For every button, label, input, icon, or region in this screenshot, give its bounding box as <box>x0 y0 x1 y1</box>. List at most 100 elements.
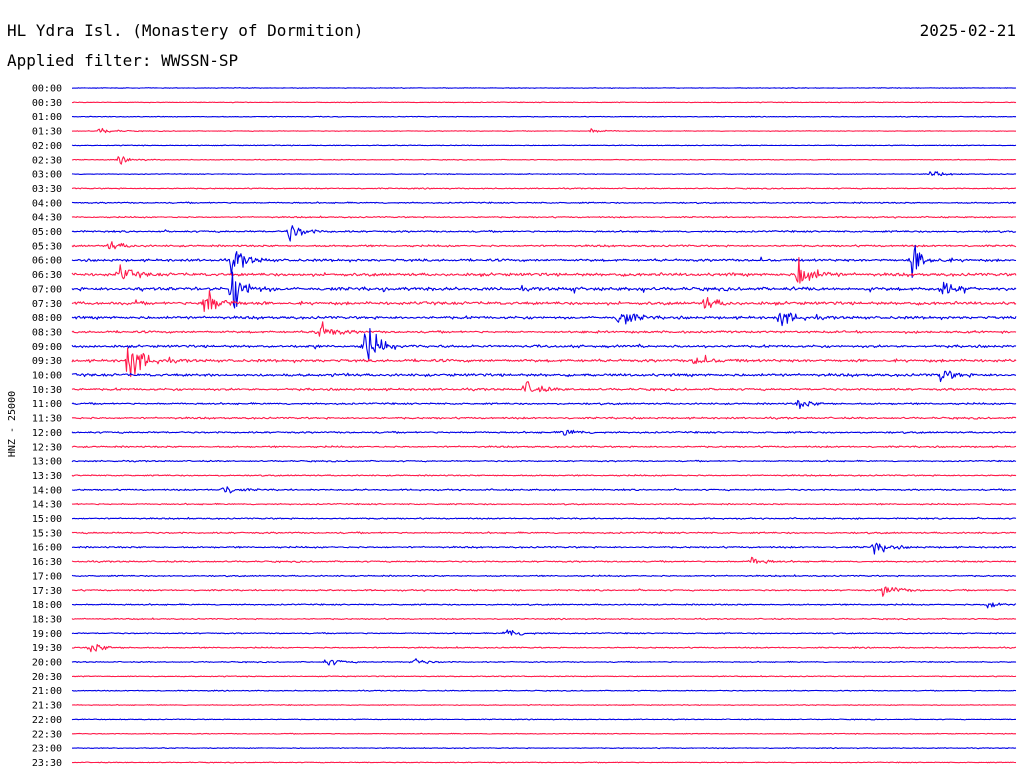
trace-line <box>71 586 1016 597</box>
tick-label: 07:00 <box>32 284 62 295</box>
tick-label: 14:30 <box>32 500 62 511</box>
filter-label: Applied filter: WWSSN-SP <box>7 51 238 70</box>
tick-label: 00:30 <box>32 98 62 109</box>
trace-line <box>71 445 1017 449</box>
trace-line <box>71 127 1017 134</box>
trace-line <box>71 215 1016 219</box>
tick-label: 03:30 <box>32 184 62 195</box>
tick-label: 05:00 <box>32 227 62 238</box>
station-title: HL Ydra Isl. (Monastery of Dormition) <box>7 21 363 40</box>
trace-line <box>71 718 1017 721</box>
trace-line <box>71 225 1017 242</box>
trace-line <box>71 321 1017 337</box>
tick-label: 19:30 <box>32 643 62 654</box>
tick-label: 00:00 <box>32 84 62 95</box>
tick-label: 02:30 <box>32 155 62 166</box>
trace-line <box>71 502 1017 506</box>
record-date: 2025-02-21 <box>920 21 1016 40</box>
trace-line <box>71 271 1017 309</box>
tick-label: 09:30 <box>32 356 62 367</box>
trace-line <box>71 245 1017 278</box>
tick-label: 12:00 <box>32 428 62 439</box>
trace-line <box>71 531 1017 535</box>
tick-label: 17:30 <box>32 586 62 597</box>
tick-label: 13:00 <box>32 457 62 468</box>
tick-label: 01:30 <box>32 127 62 138</box>
tick-label: 10:00 <box>32 371 62 382</box>
trace-line <box>71 144 1017 147</box>
trace-line <box>71 370 1017 383</box>
trace-line <box>71 689 1017 692</box>
tick-label: 11:00 <box>32 399 62 410</box>
seismic-traces <box>71 87 1017 764</box>
tick-label: 10:30 <box>32 385 62 396</box>
tick-label: 11:30 <box>32 414 62 425</box>
tick-label: 21:00 <box>32 686 62 697</box>
trace-line <box>71 115 1017 118</box>
trace-line <box>71 617 1017 621</box>
trace-line <box>71 312 1017 327</box>
tick-label: 23:00 <box>32 744 62 755</box>
tick-label: 17:00 <box>32 571 62 582</box>
tick-label: 02:00 <box>32 141 62 152</box>
trace-line <box>71 416 1017 420</box>
tick-label: 07:30 <box>32 299 62 310</box>
tick-label: 22:30 <box>32 729 62 740</box>
trace-line <box>71 473 1017 477</box>
trace-line <box>71 556 1017 564</box>
trace-line <box>71 574 1017 578</box>
trace-line <box>71 602 1017 609</box>
trace-line <box>71 542 1017 555</box>
tick-label: 18:00 <box>32 600 62 611</box>
tick-label: 03:00 <box>32 170 62 181</box>
tick-label: 16:30 <box>32 557 62 568</box>
tick-label: 14:00 <box>32 485 62 496</box>
trace-line <box>71 256 1017 284</box>
tick-label: 23:30 <box>32 758 62 769</box>
trace-line <box>71 732 1017 735</box>
trace-line <box>71 290 1017 313</box>
trace-line <box>71 101 1017 104</box>
trace-line <box>71 658 1017 666</box>
trace-line <box>71 171 1017 176</box>
trace-line <box>71 761 1017 764</box>
trace-line <box>72 87 1017 89</box>
tick-label: 15:00 <box>32 514 62 525</box>
tick-label: 19:00 <box>32 629 62 640</box>
trace-line <box>71 241 1017 250</box>
tick-label: 01:00 <box>32 112 62 123</box>
trace-line <box>71 486 1017 494</box>
tick-label: 21:30 <box>32 701 62 712</box>
trace-line <box>71 399 1017 410</box>
trace-line <box>71 187 1017 190</box>
trace-line <box>71 703 1017 707</box>
tick-label: 22:00 <box>32 715 62 726</box>
trace-line <box>71 429 1017 436</box>
tick-label: 20:00 <box>32 658 62 669</box>
tick-label: 18:30 <box>32 614 62 625</box>
trace-line <box>71 327 1017 361</box>
tick-label: 05:30 <box>32 241 62 252</box>
trace-line <box>71 381 1016 393</box>
tick-label: 16:00 <box>32 543 62 554</box>
tick-label: 08:00 <box>32 313 62 324</box>
tick-label: 04:00 <box>32 198 62 209</box>
trace-line <box>72 675 1017 678</box>
tick-label: 20:30 <box>32 672 62 683</box>
trace-line <box>71 516 1017 520</box>
trace-line <box>71 643 1017 653</box>
trace-line <box>71 459 1017 463</box>
tick-label: 12:30 <box>32 442 62 453</box>
tick-label: 09:00 <box>32 342 62 353</box>
tick-label: 13:30 <box>32 471 62 482</box>
time-tick-labels: 00:00 00:30 01:00 01:30 02:00 02:30 03:00 03:30… <box>32 84 62 769</box>
y-axis-label: HNZ - 25000 <box>7 391 18 457</box>
trace-line <box>71 201 1017 205</box>
tick-label: 04:30 <box>32 213 62 224</box>
trace-line <box>71 347 1017 378</box>
trace-line <box>71 747 1017 750</box>
tick-label: 08:30 <box>32 327 62 338</box>
trace-line <box>71 629 1017 636</box>
tick-label: 06:30 <box>32 270 62 281</box>
